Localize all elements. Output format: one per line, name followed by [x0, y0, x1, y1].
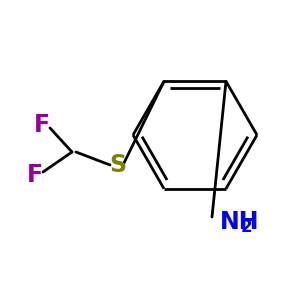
Text: F: F	[34, 113, 50, 137]
Text: S: S	[110, 153, 127, 177]
Text: NH: NH	[220, 210, 260, 234]
Text: F: F	[27, 163, 43, 187]
Text: 2: 2	[240, 218, 252, 236]
